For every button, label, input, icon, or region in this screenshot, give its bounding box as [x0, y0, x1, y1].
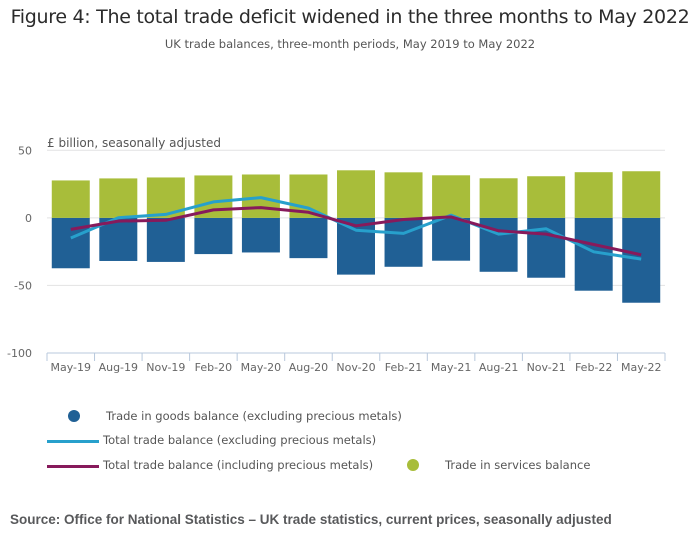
x-tick-label: May-21 [431, 361, 472, 374]
bar-goods [384, 217, 423, 267]
bar-goods [51, 217, 90, 269]
legend-marker-services-dot-icon [407, 459, 419, 471]
x-tick-label: Nov-19 [146, 361, 185, 374]
y-tick-label: 0 [25, 212, 32, 225]
bar-services [432, 175, 471, 218]
x-tick-label: Aug-19 [99, 361, 138, 374]
legend-label-total-incl: Total trade balance (including precious … [103, 458, 374, 472]
bar-services [337, 170, 375, 218]
x-tick-label: May-20 [241, 361, 282, 374]
x-tick-label: Nov-21 [527, 361, 566, 374]
x-tick-label: Aug-21 [479, 361, 518, 374]
bar-goods [527, 217, 566, 278]
bar-goods [289, 217, 328, 259]
legend-marker-goods-dot-icon [68, 410, 80, 422]
bar-services [51, 180, 90, 218]
bar-goods [432, 217, 471, 261]
bar-services [384, 172, 423, 218]
bar-services [479, 178, 518, 218]
bar-services [527, 176, 566, 218]
y-axis-unit-label: £ billion, seasonally adjusted [47, 136, 221, 150]
x-axis: May-19 Aug-19 Nov-19 Feb-20 May-20 Aug-20 Nov-… [46, 352, 666, 374]
bar-goods [146, 217, 185, 262]
chart-area: £ billion, seasonally adjusted 50 0 -50 -10… [7, 136, 666, 374]
line-total_incl [70, 206, 642, 257]
bar-goods [99, 217, 138, 261]
y-tick-label: -50 [14, 279, 32, 292]
lines [70, 196, 642, 261]
bar-services [99, 178, 138, 218]
bar-goods [194, 217, 233, 255]
x-tick-label: Feb-20 [195, 361, 232, 374]
y-tick-label: 50 [18, 144, 32, 157]
bar-services [574, 172, 613, 218]
bars [51, 170, 661, 303]
source-note: Source: Office for National Statistics –… [10, 512, 612, 527]
y-tick-label: -100 [7, 347, 32, 360]
x-tick-label: Aug-20 [289, 361, 328, 374]
legend-marker-total-excl-line-icon [47, 440, 99, 443]
bar-goods [337, 217, 375, 275]
x-tick-label: Feb-22 [575, 361, 612, 374]
bar-services [622, 171, 661, 218]
chart-subtitle: UK trade balances, three-month periods, … [164, 37, 536, 51]
x-tick-label: May-19 [51, 361, 92, 374]
x-tick-label: Nov-20 [336, 361, 375, 374]
x-tick-label: Feb-21 [385, 361, 422, 374]
bar-goods [241, 217, 280, 253]
x-tick-label: May-22 [621, 361, 662, 374]
y-axis-ticks: 50 0 -50 -100 [7, 144, 32, 360]
legend-label-services: Trade in services balance [445, 458, 591, 472]
legend-label-goods: Trade in goods balance (excluding precio… [106, 409, 402, 423]
chart-title: Figure 4: The total trade deficit widene… [10, 6, 690, 28]
line-total_excl [70, 196, 642, 261]
legend-marker-total-incl-line-icon [47, 465, 99, 468]
legend-label-total-excl: Total trade balance (excluding precious … [103, 433, 377, 447]
bar-goods [622, 217, 661, 303]
